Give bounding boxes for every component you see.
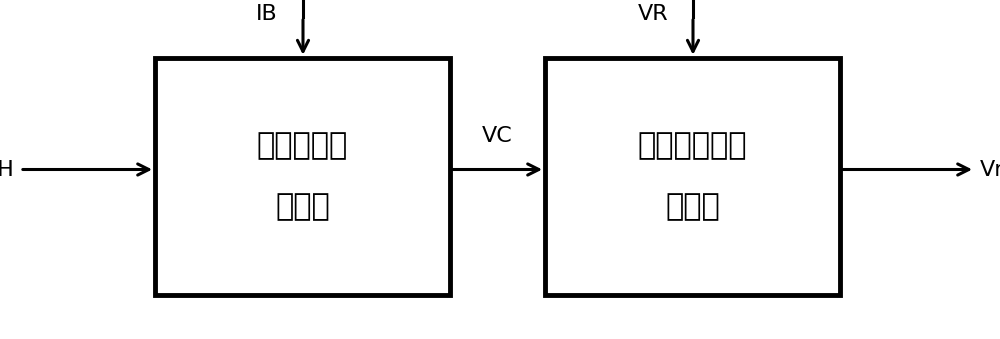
Bar: [155, 58, 450, 295]
Text: Vramp: Vramp: [980, 160, 1000, 179]
Text: DH: DH: [0, 160, 15, 179]
Text: 生电路: 生电路: [665, 192, 720, 221]
Text: 线性电压产: 线性电压产: [257, 131, 348, 160]
Text: 非线性电压产: 非线性电压产: [638, 131, 747, 160]
Bar: [545, 58, 840, 295]
Text: IB: IB: [256, 4, 278, 23]
Text: VC: VC: [482, 126, 513, 145]
Text: VR: VR: [637, 4, 668, 23]
Text: 生电路: 生电路: [275, 192, 330, 221]
